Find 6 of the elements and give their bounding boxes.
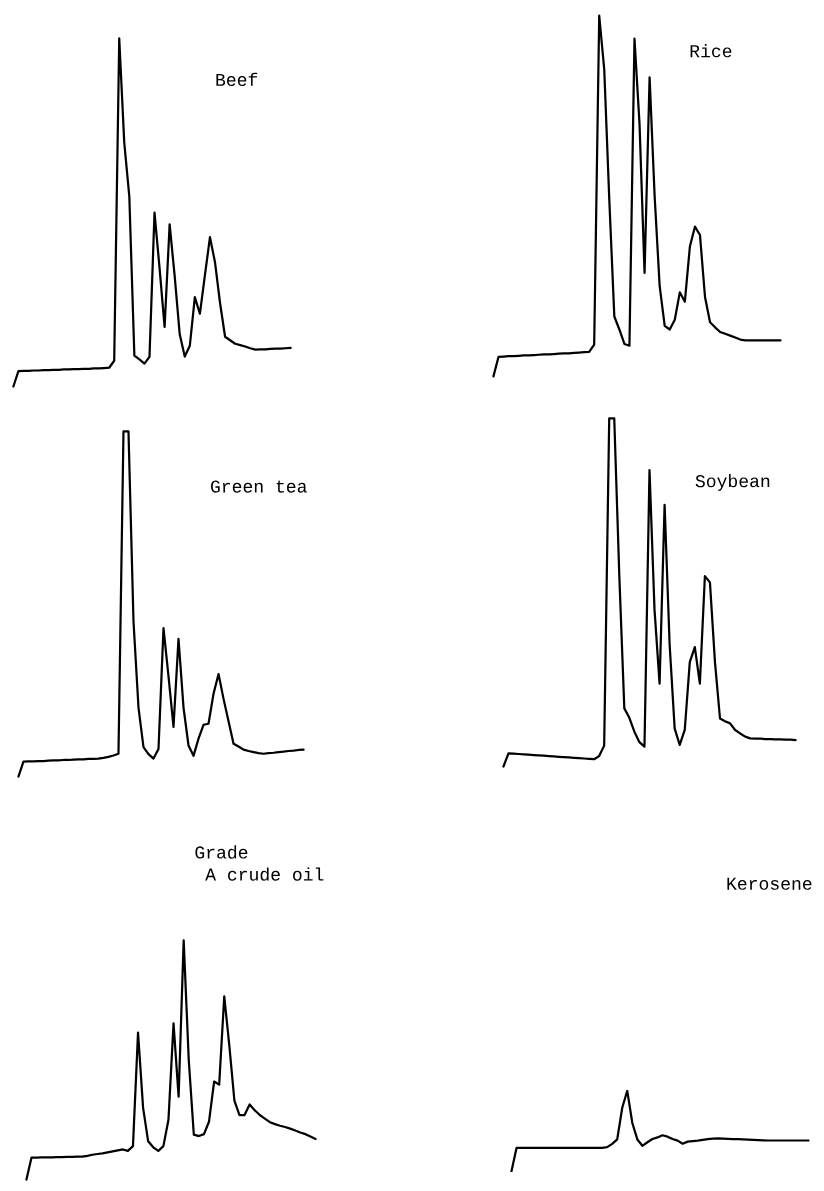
text: Soybean [695, 474, 770, 491]
text: Green tea [210, 480, 307, 493]
chart-title: Grade A crude oil [195, 845, 324, 881]
chart-title: Kerosene [727, 877, 812, 890]
text: Rice [690, 44, 732, 58]
text: Beef [216, 72, 258, 86]
